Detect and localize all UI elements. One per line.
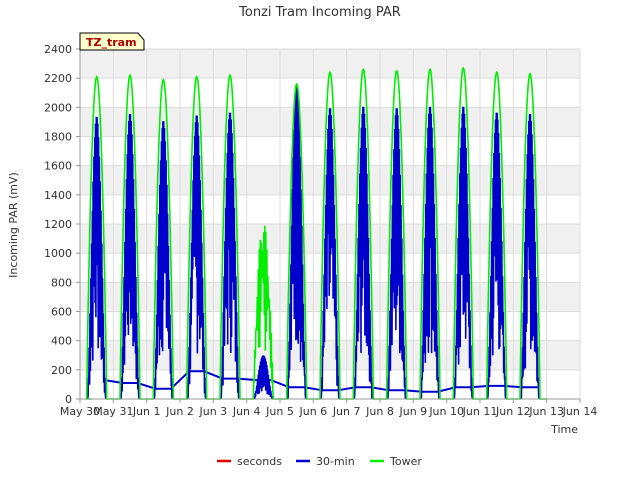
y-tick-label: 0 xyxy=(65,393,72,406)
y-tick-label: 2200 xyxy=(44,72,72,85)
legend-label-2: Tower xyxy=(389,455,422,468)
x-tick-label: Jun 8 xyxy=(365,405,394,418)
y-tick-label: 2000 xyxy=(44,101,72,114)
x-tick-label: Jun 2 xyxy=(165,405,194,418)
series-30min-day xyxy=(353,106,374,400)
y-tick-label: 1800 xyxy=(44,131,72,144)
series-30min-day xyxy=(453,106,474,400)
y-tick-label: 200 xyxy=(51,364,72,377)
series-30min-day xyxy=(153,121,174,400)
y-ticks: 0 200 400 600 800 1000 1200 1400 1600 1800 2000 220… xyxy=(44,43,80,406)
y-tick-label: 1600 xyxy=(44,160,72,173)
legend: seconds 30-min Tower xyxy=(217,455,422,468)
y-tick-label: 1200 xyxy=(44,218,72,231)
x-tick-label: Jun 9 xyxy=(398,405,427,418)
x-tick-label: Jun 5 xyxy=(265,405,294,418)
x-tick-label: May 31 xyxy=(93,405,133,418)
y-tick-label: 600 xyxy=(51,306,72,319)
series-30min-day xyxy=(220,112,240,400)
series-30min-day xyxy=(520,113,540,400)
chart-title: Tonzi Tram Incoming PAR xyxy=(238,5,401,20)
x-tick-label: Jun 1 xyxy=(132,405,161,418)
y-tick-label: 400 xyxy=(51,335,72,348)
y-tick-label: 1000 xyxy=(44,247,72,260)
y-tick-label: 1400 xyxy=(44,189,72,202)
site-badge-label: TZ_tram xyxy=(86,36,137,49)
x-tick-label: May 30 xyxy=(60,405,100,418)
series-30min-day xyxy=(386,108,407,400)
site-badge-box xyxy=(79,32,145,51)
series-30min-day xyxy=(186,115,207,400)
x-tick-label: Jun 11 xyxy=(462,405,498,418)
x-axis-label: Time xyxy=(550,423,578,436)
x-tick-label: Jun 3 xyxy=(198,405,227,418)
y-tick-label: 800 xyxy=(51,276,72,289)
series-30min-day xyxy=(320,108,340,400)
x-tick-label: Jun 6 xyxy=(298,405,327,418)
y-axis-label: Incoming PAR (mV) xyxy=(7,172,20,278)
series-30min-day xyxy=(86,116,107,400)
x-tick-label: Jun 7 xyxy=(332,405,361,418)
legend-label-1: 30-min xyxy=(316,455,355,468)
series-30min-day xyxy=(486,112,507,400)
x-tick-label: Jun 12 xyxy=(495,405,531,418)
x-tick-label: Jun 10 xyxy=(428,405,464,418)
x-tick-label: Jun 14 xyxy=(562,405,598,418)
x-tick-label: Jun 4 xyxy=(232,405,261,418)
series-30min-day xyxy=(420,106,440,400)
series-30min-day xyxy=(120,113,140,400)
legend-label-0: seconds xyxy=(237,455,282,468)
x-tick-label: Jun 13 xyxy=(528,405,564,418)
series-30min-day xyxy=(286,84,307,400)
y-tick-label: 2400 xyxy=(44,43,72,56)
series-30min-day xyxy=(253,355,273,400)
site-badge: TZ_tram xyxy=(79,32,145,51)
series-30min-baseline xyxy=(104,370,538,393)
